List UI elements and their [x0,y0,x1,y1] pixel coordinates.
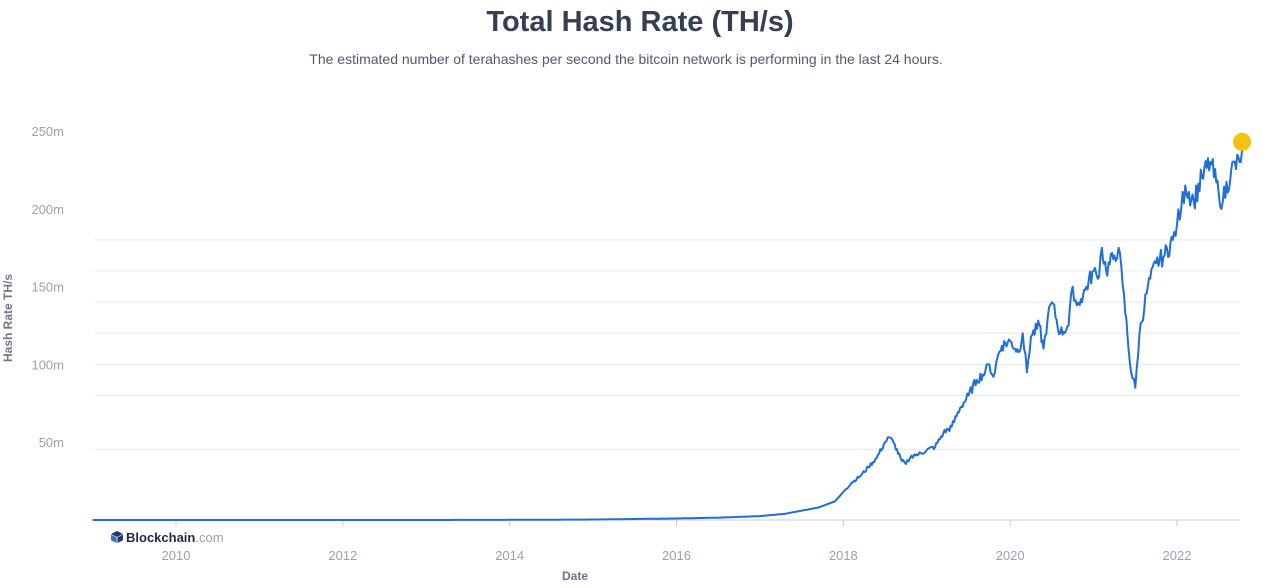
grid-lines [95,239,1240,450]
x-tick-label: 2018 [829,548,858,563]
y-axis-tick-labels: 50m 100m 150m 200m 250m [31,124,64,450]
logo-text-bold: Blockchain [126,529,196,545]
x-axis-title: Date [562,569,588,583]
hash-rate-line [92,149,1244,521]
y-tick-label: 200m [31,202,64,217]
y-tick-label: 250m [31,124,64,139]
blockchain-logo[interactable]: Blockchain .com [111,529,224,545]
x-tick-label: 2016 [662,548,691,563]
x-tick-label: 2012 [328,548,357,563]
x-tick-label: 2010 [162,548,191,563]
x-tick-label: 2014 [495,548,524,563]
chart-subtitle: The estimated number of terahashes per s… [309,51,943,67]
y-tick-label: 150m [31,280,64,295]
x-tick-label: 2022 [1163,548,1192,563]
latest-value-marker[interactable] [1233,132,1252,151]
chart-title: Total Hash Rate (TH/s) [486,6,794,38]
y-axis-title: Hash Rate TH/s [1,274,15,362]
y-tick-label: 50m [39,435,64,450]
logo-text-light: .com [195,529,224,545]
x-tick-label: 2020 [996,548,1025,563]
blockchain-logo-icon [111,531,123,543]
y-tick-label: 100m [31,357,64,372]
x-axis-tick-labels: 2010 2012 2014 2016 2018 2020 2022 [162,548,1192,563]
